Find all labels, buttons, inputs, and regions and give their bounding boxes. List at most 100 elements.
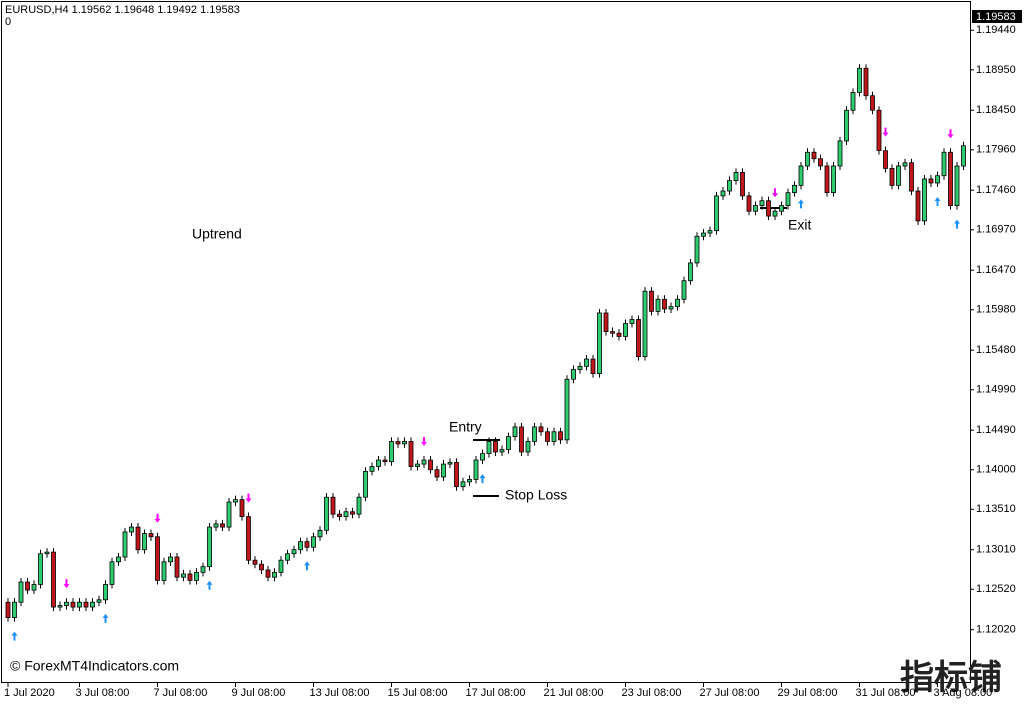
candle-body	[571, 369, 576, 380]
candle-body	[837, 140, 843, 167]
candle-body	[330, 496, 336, 515]
logo: 指标铺	[900, 659, 1002, 697]
candle-body	[772, 210, 778, 217]
candle-body	[629, 319, 635, 324]
y-tick-label: 1.15980	[976, 304, 1016, 316]
candle-body	[356, 496, 362, 515]
candle-body	[909, 162, 914, 192]
header: EURUSD,H4 1.19562 1.19648 1.19492 1.1958…	[5, 4, 240, 16]
candle-body	[954, 165, 960, 206]
candle-body	[259, 563, 264, 571]
sell-arrow	[245, 493, 252, 503]
candle-body	[701, 232, 706, 237]
candle-body	[116, 556, 121, 563]
candle-body	[922, 178, 927, 222]
candle-body	[363, 470, 368, 498]
candle-body	[928, 178, 934, 184]
candle-body	[220, 523, 225, 528]
candle-body	[278, 559, 284, 573]
candle-body	[662, 298, 667, 310]
sell-arrow	[154, 513, 161, 523]
candle-body	[727, 180, 732, 192]
candle-body	[200, 566, 206, 573]
candle-body	[252, 559, 258, 565]
candle-body	[194, 571, 199, 581]
candle-body	[506, 436, 511, 450]
candle-body	[161, 561, 167, 581]
plot-frame	[1, 1, 971, 683]
candle-body	[57, 605, 63, 608]
buy-arrow	[479, 474, 486, 484]
candle-body	[96, 599, 102, 603]
candle-body	[343, 511, 349, 517]
candle-body	[532, 426, 537, 442]
candle-body	[883, 150, 888, 169]
candle-body	[493, 441, 498, 453]
candle-body	[142, 533, 147, 551]
sell-arrow	[882, 127, 889, 137]
price-label: 1.19583	[976, 11, 1016, 23]
candle-body	[753, 205, 758, 212]
candle-body	[382, 459, 388, 463]
candle-body	[668, 306, 674, 310]
candle-body	[545, 431, 550, 442]
candle-body	[876, 109, 882, 152]
candle-body	[486, 441, 492, 454]
x-tick-label: 15 Jul 08:00	[388, 687, 448, 699]
candle-body	[636, 319, 641, 358]
y-tick-label: 1.16970	[976, 224, 1016, 236]
y-tick-label: 1.18450	[976, 104, 1016, 116]
candle-body	[174, 556, 180, 578]
candle-body	[77, 601, 82, 608]
candle-body	[181, 573, 186, 578]
buy-arrow	[304, 561, 310, 571]
candle-body	[733, 172, 739, 181]
candle-body	[103, 584, 108, 601]
candle-body	[298, 541, 303, 551]
candle-body	[551, 431, 557, 442]
candle-body	[18, 581, 24, 603]
annotation: Uptrend	[192, 226, 242, 242]
candle-body	[857, 67, 862, 93]
x-tick-label: 13 Jul 08:00	[310, 687, 370, 699]
x-tick-label: 3 Aug 08:00	[934, 687, 993, 699]
candle-body	[460, 481, 466, 488]
candle-body	[122, 531, 128, 558]
x-tick-label: 21 Jul 08:00	[544, 687, 604, 699]
candle-body	[740, 172, 745, 197]
candle-body	[226, 501, 232, 528]
buy-arrow	[102, 613, 109, 623]
y-tick-label: 1.17960	[976, 144, 1016, 156]
candle-body	[597, 312, 602, 375]
y-tick-label: 1.14990	[976, 384, 1016, 396]
candle-body	[824, 165, 830, 194]
candle-body	[681, 280, 687, 300]
candle-body	[948, 151, 953, 206]
candle-body	[863, 67, 869, 97]
candle-body	[610, 331, 615, 334]
candle-body	[155, 536, 160, 581]
candle-body	[935, 175, 940, 184]
candle-body	[675, 298, 680, 307]
annotation: Stop Loss	[505, 487, 567, 503]
candle-body	[577, 365, 583, 370]
candle-body	[655, 298, 661, 312]
x-tick-label: 23 Jul 08:00	[622, 687, 682, 699]
candle-body	[402, 441, 407, 445]
candle-body	[324, 496, 329, 531]
candle-body	[467, 479, 472, 483]
candle-body	[779, 205, 784, 212]
y-tick-label: 1.14000	[976, 464, 1016, 476]
candle-body	[499, 449, 505, 453]
candle-body	[109, 561, 115, 585]
candle-body	[746, 195, 752, 212]
x-tick-label: 17 Jul 08:00	[466, 687, 526, 699]
candle-body	[902, 162, 908, 167]
candle-body	[51, 551, 56, 608]
annotation: Exit	[788, 217, 811, 233]
candle-body	[83, 601, 89, 608]
candle-body	[785, 192, 791, 206]
